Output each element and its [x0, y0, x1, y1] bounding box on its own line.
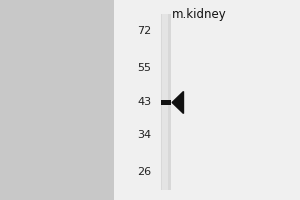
Text: 43: 43 [137, 97, 151, 107]
Polygon shape [172, 91, 184, 113]
Bar [162, 14, 168, 190]
Bar [161, 14, 171, 190]
Bar [114, 0, 300, 200]
Bar [161, 100, 171, 105]
Text: 55: 55 [137, 63, 151, 73]
Text: 34: 34 [137, 130, 151, 140]
Text: 72: 72 [137, 26, 151, 36]
Text: 26: 26 [137, 167, 151, 177]
Text: m.kidney: m.kidney [172, 8, 227, 21]
